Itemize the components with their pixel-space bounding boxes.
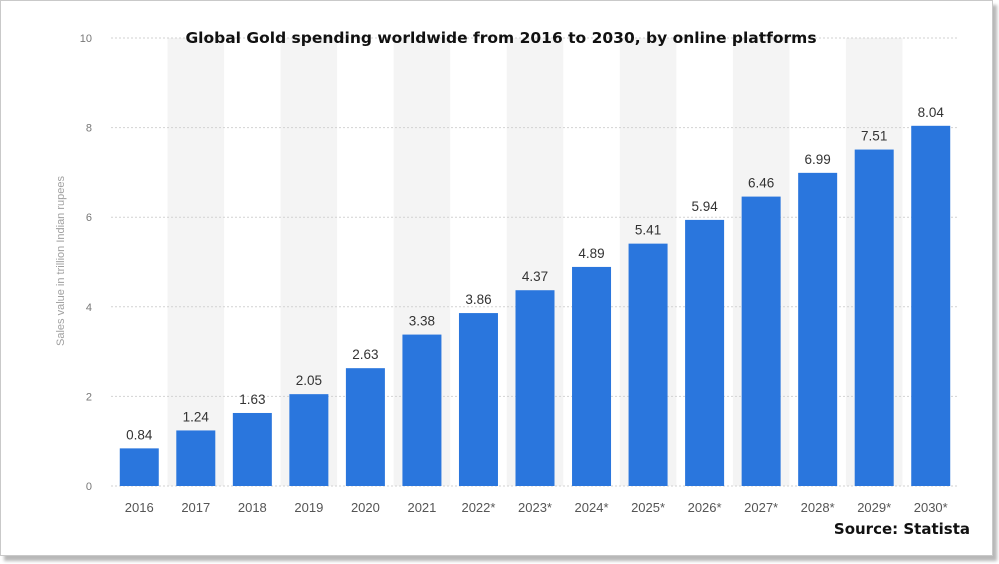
x-tick-label: 2022* bbox=[461, 500, 495, 515]
bar-value-label: 4.37 bbox=[522, 269, 548, 284]
bar-value-label: 3.38 bbox=[409, 314, 435, 329]
bar bbox=[628, 243, 668, 486]
bar-value-label: 6.99 bbox=[805, 152, 831, 167]
x-tick-label: 2016 bbox=[125, 500, 154, 515]
bar-value-label: 5.94 bbox=[691, 199, 718, 214]
x-tick-label: 2020 bbox=[351, 500, 380, 515]
y-tick-label: 10 bbox=[80, 33, 92, 45]
y-tick-label: 0 bbox=[86, 481, 92, 493]
y-tick-label: 6 bbox=[86, 212, 92, 224]
y-axis-ticks: 0 2 4 6 8 10 bbox=[80, 33, 92, 493]
x-tick-label: 2026* bbox=[688, 500, 722, 515]
x-tick-label: 2030* bbox=[914, 500, 948, 515]
bar-value-label: 1.24 bbox=[183, 409, 210, 424]
bars bbox=[119, 125, 951, 487]
bar-value-label: 2.05 bbox=[296, 373, 322, 388]
x-tick-label: 2025* bbox=[631, 500, 665, 515]
source-label: Source: Statista bbox=[834, 520, 970, 538]
y-tick-label: 8 bbox=[86, 123, 92, 135]
bar-chart: 0 2 4 6 8 10 0.84 1.24 1.63 2.05 2.63 3.38 3.86 4.37… bbox=[55, 29, 970, 538]
bar-value-labels: 0.84 1.24 1.63 2.05 2.63 3.38 3.86 4.37 4.89 5.41… bbox=[126, 105, 944, 443]
x-axis-ticks: 2016 2017 2018 2019 2020 2021 2022* 2023* 2024* 2… bbox=[125, 500, 948, 515]
bar-value-label: 3.86 bbox=[465, 292, 491, 307]
bar bbox=[458, 313, 498, 486]
bar-value-label: 7.51 bbox=[861, 129, 887, 144]
y-tick-label: 2 bbox=[86, 391, 92, 403]
bar-value-label: 6.46 bbox=[748, 176, 774, 191]
bar-value-label: 8.04 bbox=[918, 105, 945, 120]
bar bbox=[572, 266, 612, 486]
bar-value-label: 2.63 bbox=[352, 347, 378, 362]
x-tick-label: 2019 bbox=[294, 500, 323, 515]
bar bbox=[515, 290, 555, 486]
x-tick-label: 2028* bbox=[801, 500, 835, 515]
bar-value-label: 4.89 bbox=[578, 246, 604, 261]
bar bbox=[798, 172, 838, 486]
x-tick-label: 2024* bbox=[575, 500, 609, 515]
bar bbox=[685, 219, 725, 486]
bar bbox=[854, 149, 894, 486]
chart-frame: 0 2 4 6 8 10 0.84 1.24 1.63 2.05 2.63 3.38 3.86 4.37… bbox=[0, 0, 993, 556]
background-band bbox=[167, 38, 225, 486]
bar bbox=[741, 196, 781, 487]
chart-title: Global Gold spending worldwide from 2016… bbox=[185, 29, 816, 47]
x-tick-label: 2023* bbox=[518, 500, 552, 515]
x-tick-label: 2018 bbox=[238, 500, 267, 515]
y-tick-label: 4 bbox=[86, 302, 92, 314]
bar bbox=[119, 448, 159, 486]
bar-value-label: 1.63 bbox=[239, 392, 265, 407]
x-tick-label: 2029* bbox=[857, 500, 891, 515]
bar bbox=[289, 394, 329, 486]
bar bbox=[402, 334, 442, 486]
bar bbox=[345, 368, 385, 486]
bar bbox=[911, 125, 951, 487]
bar-value-label: 0.84 bbox=[126, 427, 153, 442]
bar-value-label: 5.41 bbox=[635, 223, 661, 238]
x-tick-label: 2027* bbox=[744, 500, 778, 515]
bar bbox=[232, 412, 272, 486]
x-tick-label: 2017 bbox=[181, 500, 210, 515]
x-tick-label: 2021 bbox=[407, 500, 436, 515]
y-axis-label: Sales value in trillion Indian rupees bbox=[55, 176, 67, 346]
bar bbox=[176, 430, 216, 486]
